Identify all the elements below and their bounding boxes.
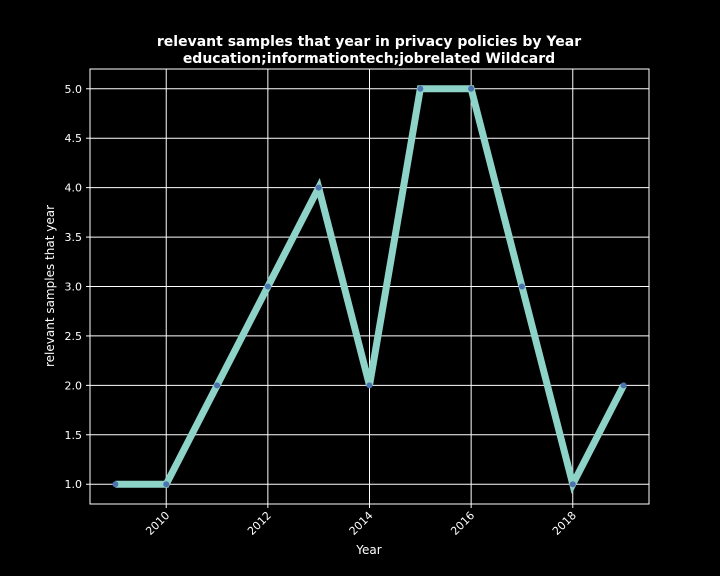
x-tick-label: 2016	[448, 509, 477, 538]
x-tick-label: 2012	[245, 509, 274, 538]
grid-lines	[90, 69, 649, 504]
x-axis-label: Year	[355, 543, 381, 557]
data-point	[620, 382, 627, 389]
x-tick-label: 2014	[347, 509, 376, 538]
y-tick-label: 2.0	[65, 379, 83, 392]
chart-title-line-1: relevant samples that year in privacy po…	[157, 34, 581, 50]
series-layer	[112, 85, 627, 495]
y-tick-label: 4.5	[65, 132, 83, 145]
data-point	[417, 85, 424, 92]
data-point	[468, 85, 475, 92]
data-point	[518, 283, 525, 290]
y-tick-label: 5.0	[65, 83, 83, 96]
y-tick-label: 1.0	[65, 478, 83, 491]
y-tick-label: 2.5	[65, 330, 83, 343]
data-point	[163, 481, 170, 488]
x-axis-ticks: 2010 2012 2014 2016 2018	[143, 504, 579, 538]
chart-title-line-2: education;informationtech;jobrelated Wil…	[183, 51, 555, 67]
y-axis-ticks: 1.0 1.5 2.0 2.5 3.0 3.5 4.0 4.5 5.0	[65, 83, 90, 491]
data-point	[112, 481, 119, 488]
y-tick-label: 1.5	[65, 429, 83, 442]
data-point	[264, 283, 271, 290]
x-tick-label: 2010	[143, 509, 172, 538]
data-point	[214, 382, 221, 389]
data-point	[315, 184, 322, 191]
y-tick-label: 3.0	[65, 281, 83, 294]
y-tick-label: 4.0	[65, 182, 83, 195]
data-point	[569, 481, 576, 488]
y-axis-label: relevant samples that year	[43, 205, 57, 367]
data-point	[366, 382, 373, 389]
y-tick-label: 3.5	[65, 231, 83, 244]
x-tick-label: 2018	[550, 509, 579, 538]
